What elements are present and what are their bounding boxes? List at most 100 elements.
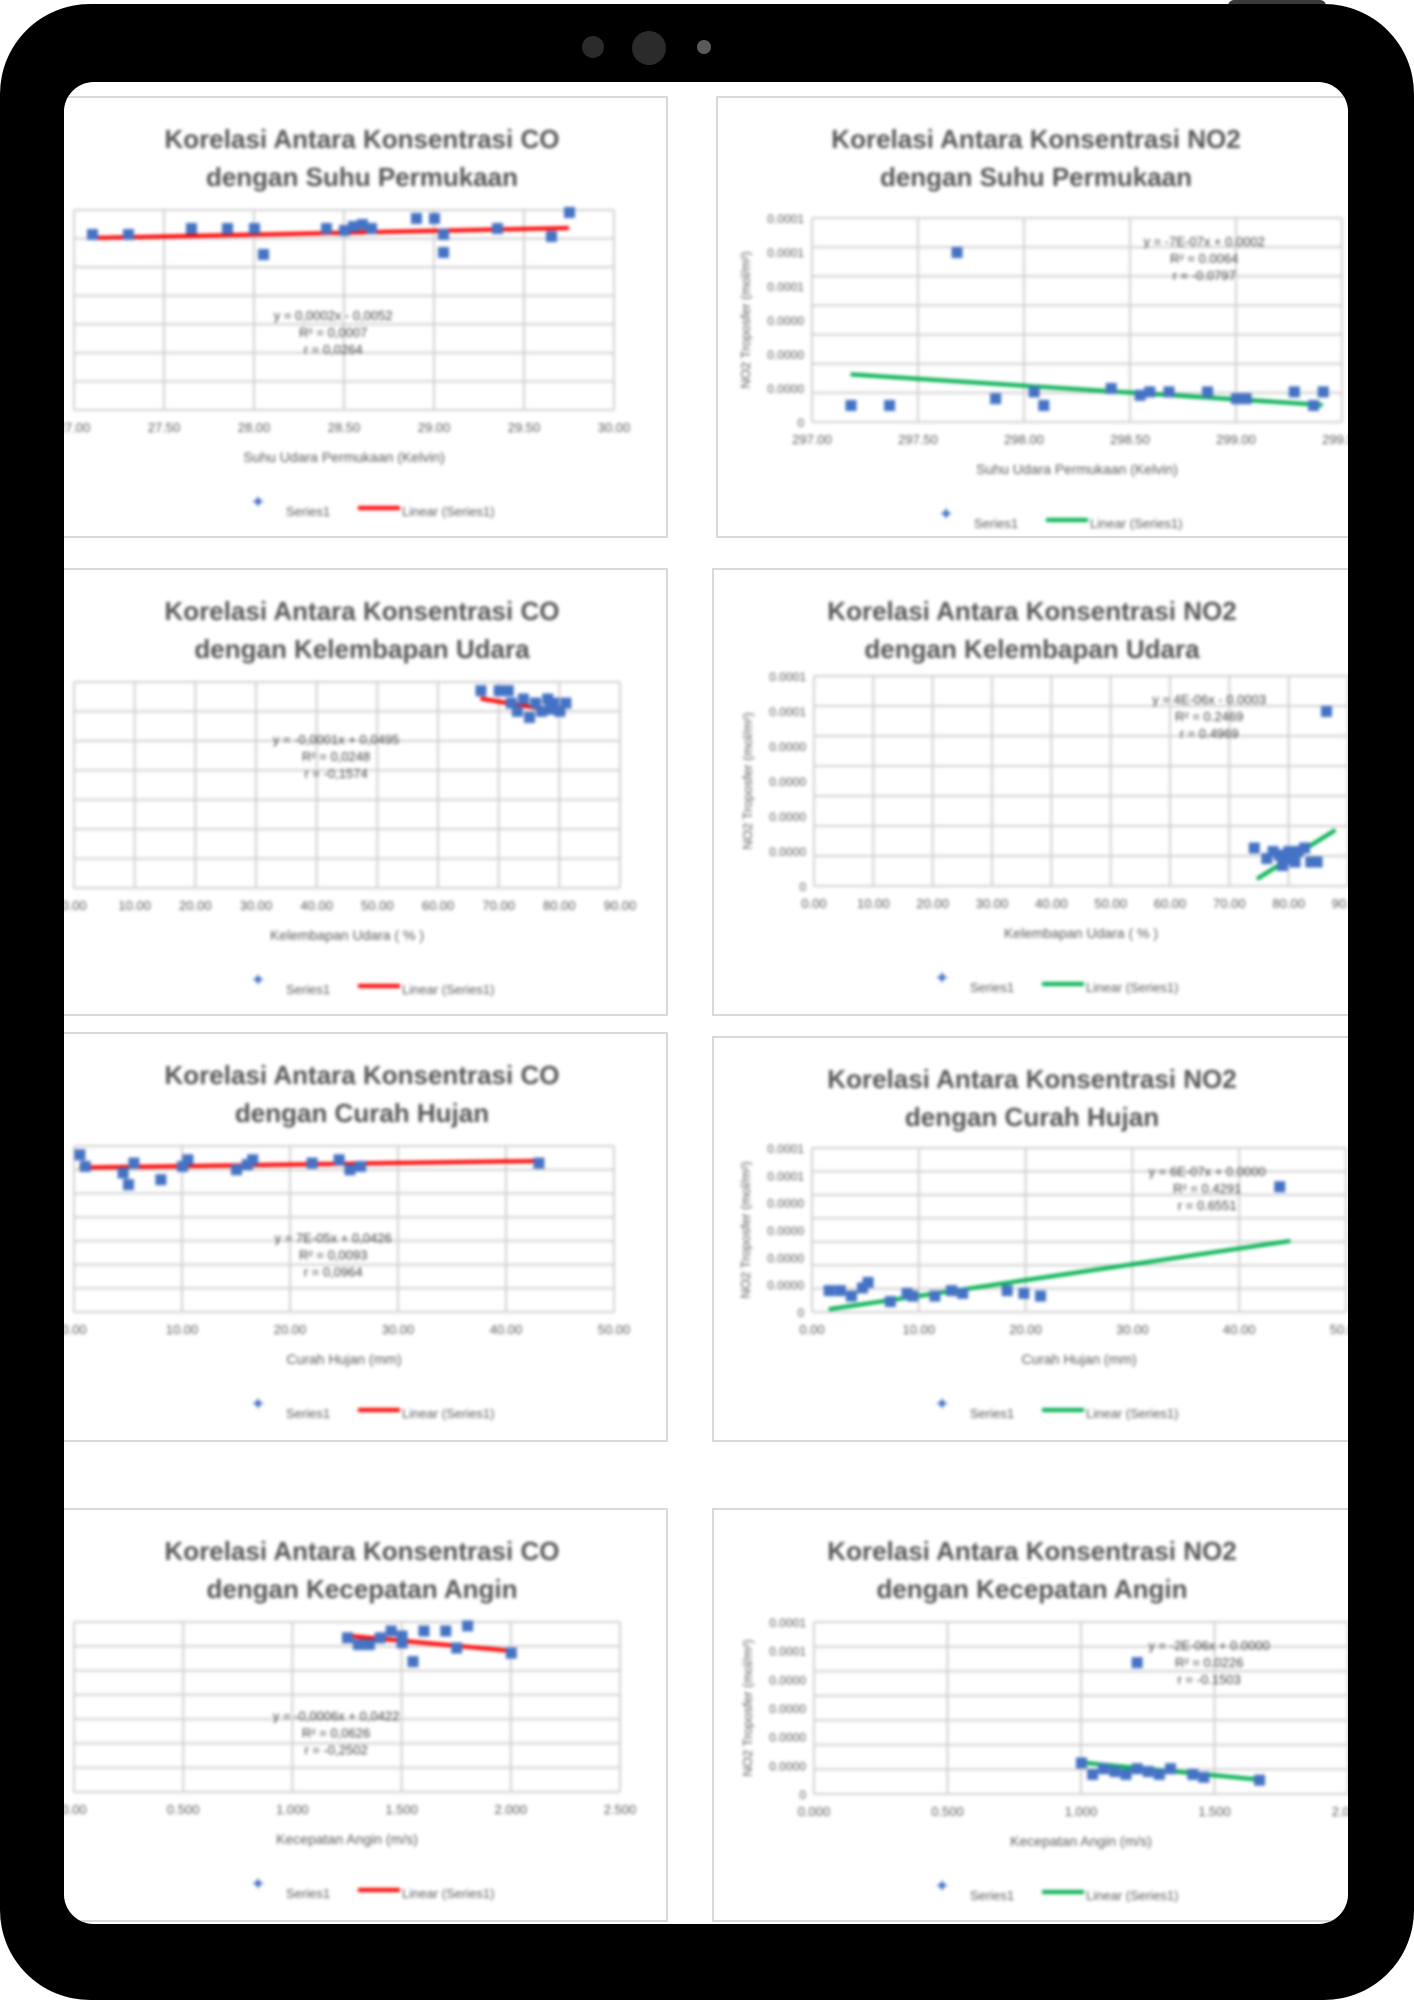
x-tick-label: 80.00 <box>543 898 576 913</box>
data-point <box>1289 856 1301 868</box>
legend-series-label: Series1 <box>286 1406 330 1421</box>
x-tick-label: 90.00 <box>1332 896 1348 911</box>
x-tick-label: 10.00 <box>118 898 151 913</box>
legend-trend-label: Linear (Series1) <box>1090 516 1183 531</box>
data-point <box>1153 1768 1165 1780</box>
y-tick-label: 0 <box>797 416 804 430</box>
x-tick-label: 10.00 <box>903 1322 936 1337</box>
data-point <box>407 1656 419 1668</box>
data-point <box>1273 849 1285 861</box>
data-point <box>533 1157 545 1169</box>
data-point <box>505 697 517 709</box>
data-point <box>1231 393 1242 405</box>
x-tick-label: 30.00 <box>1116 1322 1149 1337</box>
x-tick-label: 20.00 <box>274 1322 307 1337</box>
x-tick-label: 40.00 <box>490 1322 523 1337</box>
x-axis-label: Kecepatan Angin (m/s) <box>276 1831 418 1847</box>
data-point <box>951 247 963 258</box>
legend-trend-label: Linear (Series1) <box>1086 1888 1179 1903</box>
x-tick-label: 0.500 <box>167 1802 200 1817</box>
data-point <box>438 247 449 258</box>
legend-marker-icon: ✦ <box>934 1394 949 1414</box>
regression-equation-line: R² = 0,0093 <box>299 1247 367 1262</box>
data-point <box>396 1630 408 1642</box>
chart-panel-no2-suhu: Korelasi Antara Konsentrasi NO2 dengan S… <box>716 96 1348 538</box>
x-tick-label: 2.000 <box>1332 1804 1348 1819</box>
x-tick-label: 50.00 <box>598 1322 631 1337</box>
data-point <box>546 231 557 242</box>
data-point <box>1311 856 1323 868</box>
data-point <box>306 1157 318 1169</box>
x-tick-label: 0.00 <box>799 1322 824 1337</box>
data-point <box>823 1285 835 1297</box>
legend-series-label: Series1 <box>286 504 330 519</box>
data-point <box>128 1157 140 1169</box>
x-tick-label: 70.00 <box>482 898 515 913</box>
camera-dot <box>697 40 711 54</box>
x-tick-label: 27.00 <box>64 420 90 435</box>
data-point <box>536 705 548 717</box>
x-tick-label: 30.00 <box>240 898 273 913</box>
chart-panel-no2-angin: Korelasi Antara Konsentrasi NO2 dengan K… <box>712 1508 1348 1922</box>
data-point <box>231 1164 242 1176</box>
chart-plot-group: 0.00 10.00 20.00 30.00 40.00 50.00 60.00 70.00 8… <box>64 681 636 997</box>
data-point <box>339 225 350 236</box>
chart-title: Korelasi Antara Konsentrasi NO2 dengan C… <box>827 1064 1237 1132</box>
data-point <box>396 1637 408 1649</box>
y-axis-label: NO2 Troposfer (mol/m²) <box>740 1639 755 1776</box>
y-axis-label: NO2 Troposfer (mol/m²) <box>738 251 753 388</box>
data-point <box>321 223 332 234</box>
data-point <box>1035 1290 1047 1302</box>
y-tick-label: 0.0001 <box>767 280 804 294</box>
x-tick-label: 299.00 <box>1216 432 1256 447</box>
data-point <box>542 693 554 705</box>
data-point <box>451 1642 463 1654</box>
regression-equation-line: R² = 0.2469 <box>1175 709 1243 724</box>
y-tick-label: 0.0001 <box>767 246 804 260</box>
chart-title: Korelasi Antara Konsentrasi CO dengan Cu… <box>164 1060 560 1128</box>
data-point <box>1142 1766 1154 1778</box>
y-tick-label: 0.0000 <box>769 1702 806 1716</box>
data-point <box>862 1276 874 1288</box>
y-axis-label: NO2 Troposfer (mol/m²) <box>738 1161 753 1298</box>
y-tick-label: 0.0000 <box>767 382 804 396</box>
chart-svg: 297.00 297.50 298.00 298.50 299.00 299.50 0 0.0… <box>738 212 1348 531</box>
data-point <box>186 223 197 234</box>
chart-svg: 0.00 0.500 1.000 1.500 2.000 2.500 Kecepatan A… <box>64 1620 636 1901</box>
legend-trend-label: Linear (Series1) <box>1086 1406 1179 1421</box>
legend-marker-icon: ✦ <box>250 492 265 512</box>
screen: Korelasi Antara Konsentrasi CO dengan Su… <box>64 82 1348 1924</box>
data-point <box>366 223 377 234</box>
x-tick-label: 50.00 <box>361 898 394 913</box>
data-point <box>374 1632 386 1644</box>
y-tick-label: 0.0000 <box>767 1197 804 1211</box>
legend-marker-icon: ✦ <box>938 504 953 524</box>
chart-svg: 0.00 10.00 20.00 30.00 40.00 50.00 Curah Hujan… <box>64 1145 631 1421</box>
data-point <box>957 1287 969 1299</box>
data-point <box>357 219 368 230</box>
data-point <box>884 400 896 411</box>
y-tick-label: 0.0000 <box>767 1251 804 1265</box>
y-tick-label: 0.0000 <box>769 1759 806 1773</box>
x-tick-label: 40.00 <box>1223 1322 1256 1337</box>
legend-marker-icon: ✦ <box>250 1874 265 1894</box>
data-point <box>79 1160 91 1172</box>
chart-panel-co-suhu: Korelasi Antara Konsentrasi CO dengan Su… <box>64 96 668 538</box>
y-tick-label: 0 <box>799 880 806 894</box>
legend-series-label: Series1 <box>286 982 330 997</box>
data-point <box>1274 1181 1286 1193</box>
x-tick-label: 1.000 <box>1065 1804 1098 1819</box>
legend-series-label: Series1 <box>970 1888 1014 1903</box>
x-tick-label: 40.00 <box>1035 896 1068 911</box>
data-point <box>505 1647 517 1659</box>
chart-plot-group: 0.000 0.500 1.000 1.500 2.000 0 0.0000 0.0000 0.… <box>740 1616 1348 1903</box>
regression-equation-line: r = -0.0797 <box>1173 268 1236 283</box>
y-tick-label: 0.0000 <box>767 314 804 328</box>
chart-svg: 0.00 10.00 20.00 30.00 40.00 50.00 60.00 70.00 8… <box>64 681 636 997</box>
chart-title: Korelasi Antara Konsentrasi NO2 dengan S… <box>831 124 1241 192</box>
trendline <box>850 372 1323 407</box>
trendline <box>346 1633 511 1653</box>
data-point <box>117 1167 129 1179</box>
chart-plot-group: 0.00 0.500 1.000 1.500 2.000 2.500 Kecepatan A… <box>64 1620 636 1901</box>
